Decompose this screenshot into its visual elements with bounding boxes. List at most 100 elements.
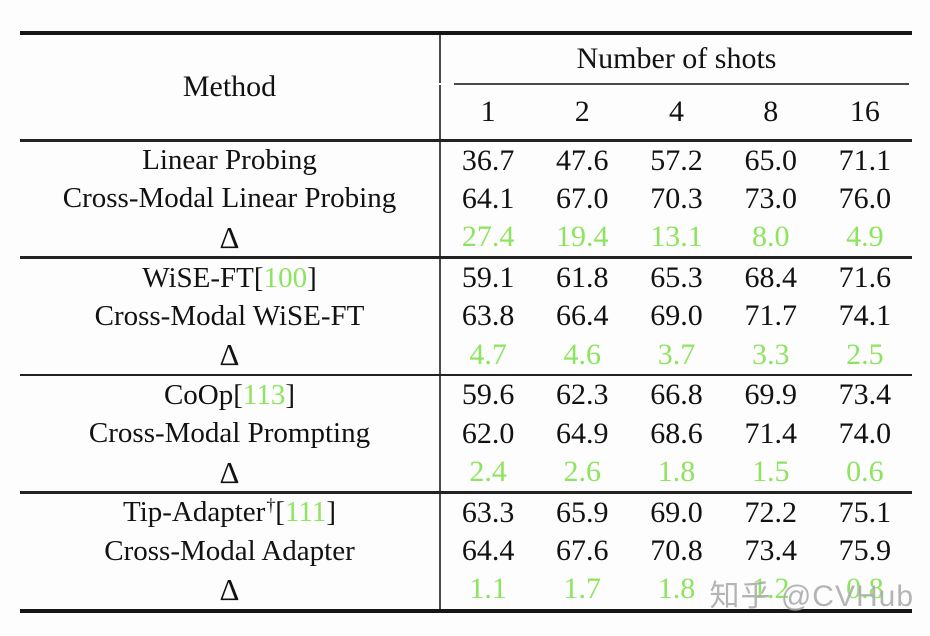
score-value: 70.8 [650, 534, 703, 568]
method-row: Cross-Modal Adapter 64.4 67.6 70.8 73.4 75.9 [20, 531, 912, 571]
delta-value: 4.9 [846, 220, 884, 254]
method-row: Tip-Adapter † [111] 63.3 65.9 69.0 72.2 75.1 [20, 493, 912, 532]
citation-number: 111 [284, 496, 327, 529]
citation-number: 100 [263, 261, 308, 294]
method-label: Cross-Modal Prompting [88, 417, 371, 450]
delta-value: 0.6 [846, 455, 884, 489]
method-row: WiSE-FT [100] 59.1 61.8 65.3 68.4 71.6 [20, 258, 912, 298]
score-value: 64.4 [461, 534, 515, 568]
delta-value: 13.1 [650, 220, 703, 254]
citation-number: 113 [242, 378, 286, 411]
score-value: 65.0 [744, 143, 797, 177]
method-group: WiSE-FT [100] 59.1 61.8 65.3 68.4 71.6 Cross-M… [20, 258, 912, 374]
table-header: Method Number of shots 1 2 4 8 16 [20, 35, 912, 139]
header-bottom-rule [20, 139, 912, 142]
shots-header-title: Number of shots [439, 35, 912, 83]
citation-bracket-open: [ [233, 378, 243, 411]
score-value: 73.0 [744, 181, 797, 215]
score-value: 75.9 [838, 534, 892, 568]
shots-column-header: Number of shots 1 2 4 8 16 [439, 35, 912, 139]
method-label: Cross-Modal Linear Probing [62, 182, 397, 215]
score-value: 69.0 [650, 299, 703, 333]
delta-value: 2.6 [563, 455, 602, 489]
score-value: 67.0 [556, 181, 609, 215]
score-value: 68.4 [744, 261, 797, 295]
method-group: CoOp [113] 59.6 62.3 66.8 69.9 73.4 Cross-Moda… [20, 376, 912, 492]
score-value: 76.0 [838, 181, 892, 215]
method-cell: Cross-Modal Linear Probing [20, 180, 439, 218]
delta-value: 2.5 [846, 337, 884, 371]
score-value: 65.3 [650, 261, 703, 295]
score-value: 69.0 [650, 495, 703, 529]
group-separator-rule [20, 491, 912, 494]
method-row: Cross-Modal Prompting 62.0 64.9 68.6 71.4 74.… [20, 414, 912, 453]
score-cells: 27.4 19.4 13.1 8.0 4.9 [439, 218, 912, 257]
delta-value: 27.4 [461, 220, 515, 254]
score-value: 64.9 [556, 416, 609, 450]
method-cell: WiSE-FT [100] [20, 259, 439, 297]
score-value: 59.6 [461, 378, 515, 412]
delta-value: 1.2 [751, 572, 790, 606]
method-label: WiSE-FT [142, 261, 254, 294]
group-separator-rule [20, 256, 912, 259]
delta-value: 4.6 [563, 337, 602, 371]
method-cell: Δ [20, 570, 439, 608]
method-label: Δ [219, 571, 240, 607]
score-value: 47.6 [556, 143, 609, 177]
method-cell: CoOp [113] [20, 376, 439, 414]
table-top-rule [20, 31, 912, 35]
delta-value: 1.5 [751, 455, 790, 489]
method-column-header: Method [182, 70, 277, 103]
table-bottom-rule [20, 608, 912, 613]
score-value: 69.9 [744, 378, 797, 412]
score-value: 62.0 [461, 416, 515, 450]
score-value: 72.2 [744, 495, 797, 529]
delta-value: 1.8 [657, 455, 696, 489]
delta-row: Δ 27.4 19.4 13.1 8.0 4.9 [20, 218, 912, 257]
score-value: 75.1 [838, 495, 892, 529]
score-cells: 4.7 4.6 3.7 3.3 2.5 [439, 335, 912, 374]
score-value: 73.4 [744, 534, 797, 568]
method-cell: Cross-Modal Adapter [20, 532, 439, 570]
score-value: 59.1 [461, 261, 515, 295]
score-value: 68.6 [650, 416, 703, 450]
method-cell: Tip-Adapter † [111] [123, 494, 336, 529]
score-value: 62.3 [556, 378, 609, 412]
method-label: Cross-Modal Adapter [104, 534, 355, 567]
score-cells: 62.0 64.9 68.6 71.4 74.0 [439, 414, 912, 453]
delta-value: 1.1 [469, 572, 507, 606]
score-value: 71.1 [838, 143, 892, 177]
citation-bracket-close: ] [285, 378, 296, 411]
score-cells: 59.6 62.3 66.8 69.9 73.4 [439, 376, 912, 415]
results-table: Method Number of shots 1 2 4 8 16 Linear Pro… [20, 31, 912, 613]
shots-subheader-rule [454, 83, 909, 85]
score-value: 71.4 [744, 416, 797, 450]
method-cell: Δ [20, 335, 439, 373]
delta-row: Δ 1.1 1.7 1.8 1.2 0.8 [20, 570, 912, 609]
score-cells: 1.1 1.7 1.8 1.2 0.8 [439, 570, 912, 609]
method-label: Δ [219, 454, 240, 490]
score-value: 36.7 [461, 143, 515, 177]
method-group: Tip-Adapter † [111] 63.3 65.9 69.0 72.2 75.1 Cr… [20, 493, 912, 609]
citation-bracket-open: [ [253, 261, 264, 294]
shots-subheader-rule-row [439, 83, 912, 85]
score-value: 73.4 [838, 378, 892, 412]
score-cells: 36.7 47.6 57.2 65.0 71.1 [439, 141, 912, 180]
method-cell: Cross-Modal WiSE-FT [20, 297, 439, 335]
shot-count-label: 1 [480, 95, 496, 128]
delta-value: 3.7 [657, 337, 696, 371]
method-row: Cross-Modal WiSE-FT 63.8 66.4 69.0 71.7 74.1 [20, 297, 912, 336]
shot-count-row: 1 2 4 8 16 [439, 85, 912, 139]
method-label: Linear Probing [142, 144, 317, 177]
method-group: Linear Probing 36.7 47.6 57.2 65.0 71.1 Cross-… [20, 141, 912, 257]
shot-count-label: 2 [574, 95, 590, 128]
score-value: 70.3 [650, 181, 703, 215]
score-value: 66.4 [556, 299, 609, 333]
citation-bracket-close: ] [326, 496, 336, 529]
delta-value: 4.7 [469, 337, 507, 371]
delta-value: 19.4 [556, 220, 609, 254]
score-value: 65.9 [556, 495, 609, 529]
table-body: Linear Probing 36.7 47.6 57.2 65.0 71.1 Cross-… [20, 141, 912, 609]
method-cell: Cross-Modal Prompting [20, 415, 439, 453]
score-cells: 59.1 61.8 65.3 68.4 71.6 [439, 258, 912, 298]
